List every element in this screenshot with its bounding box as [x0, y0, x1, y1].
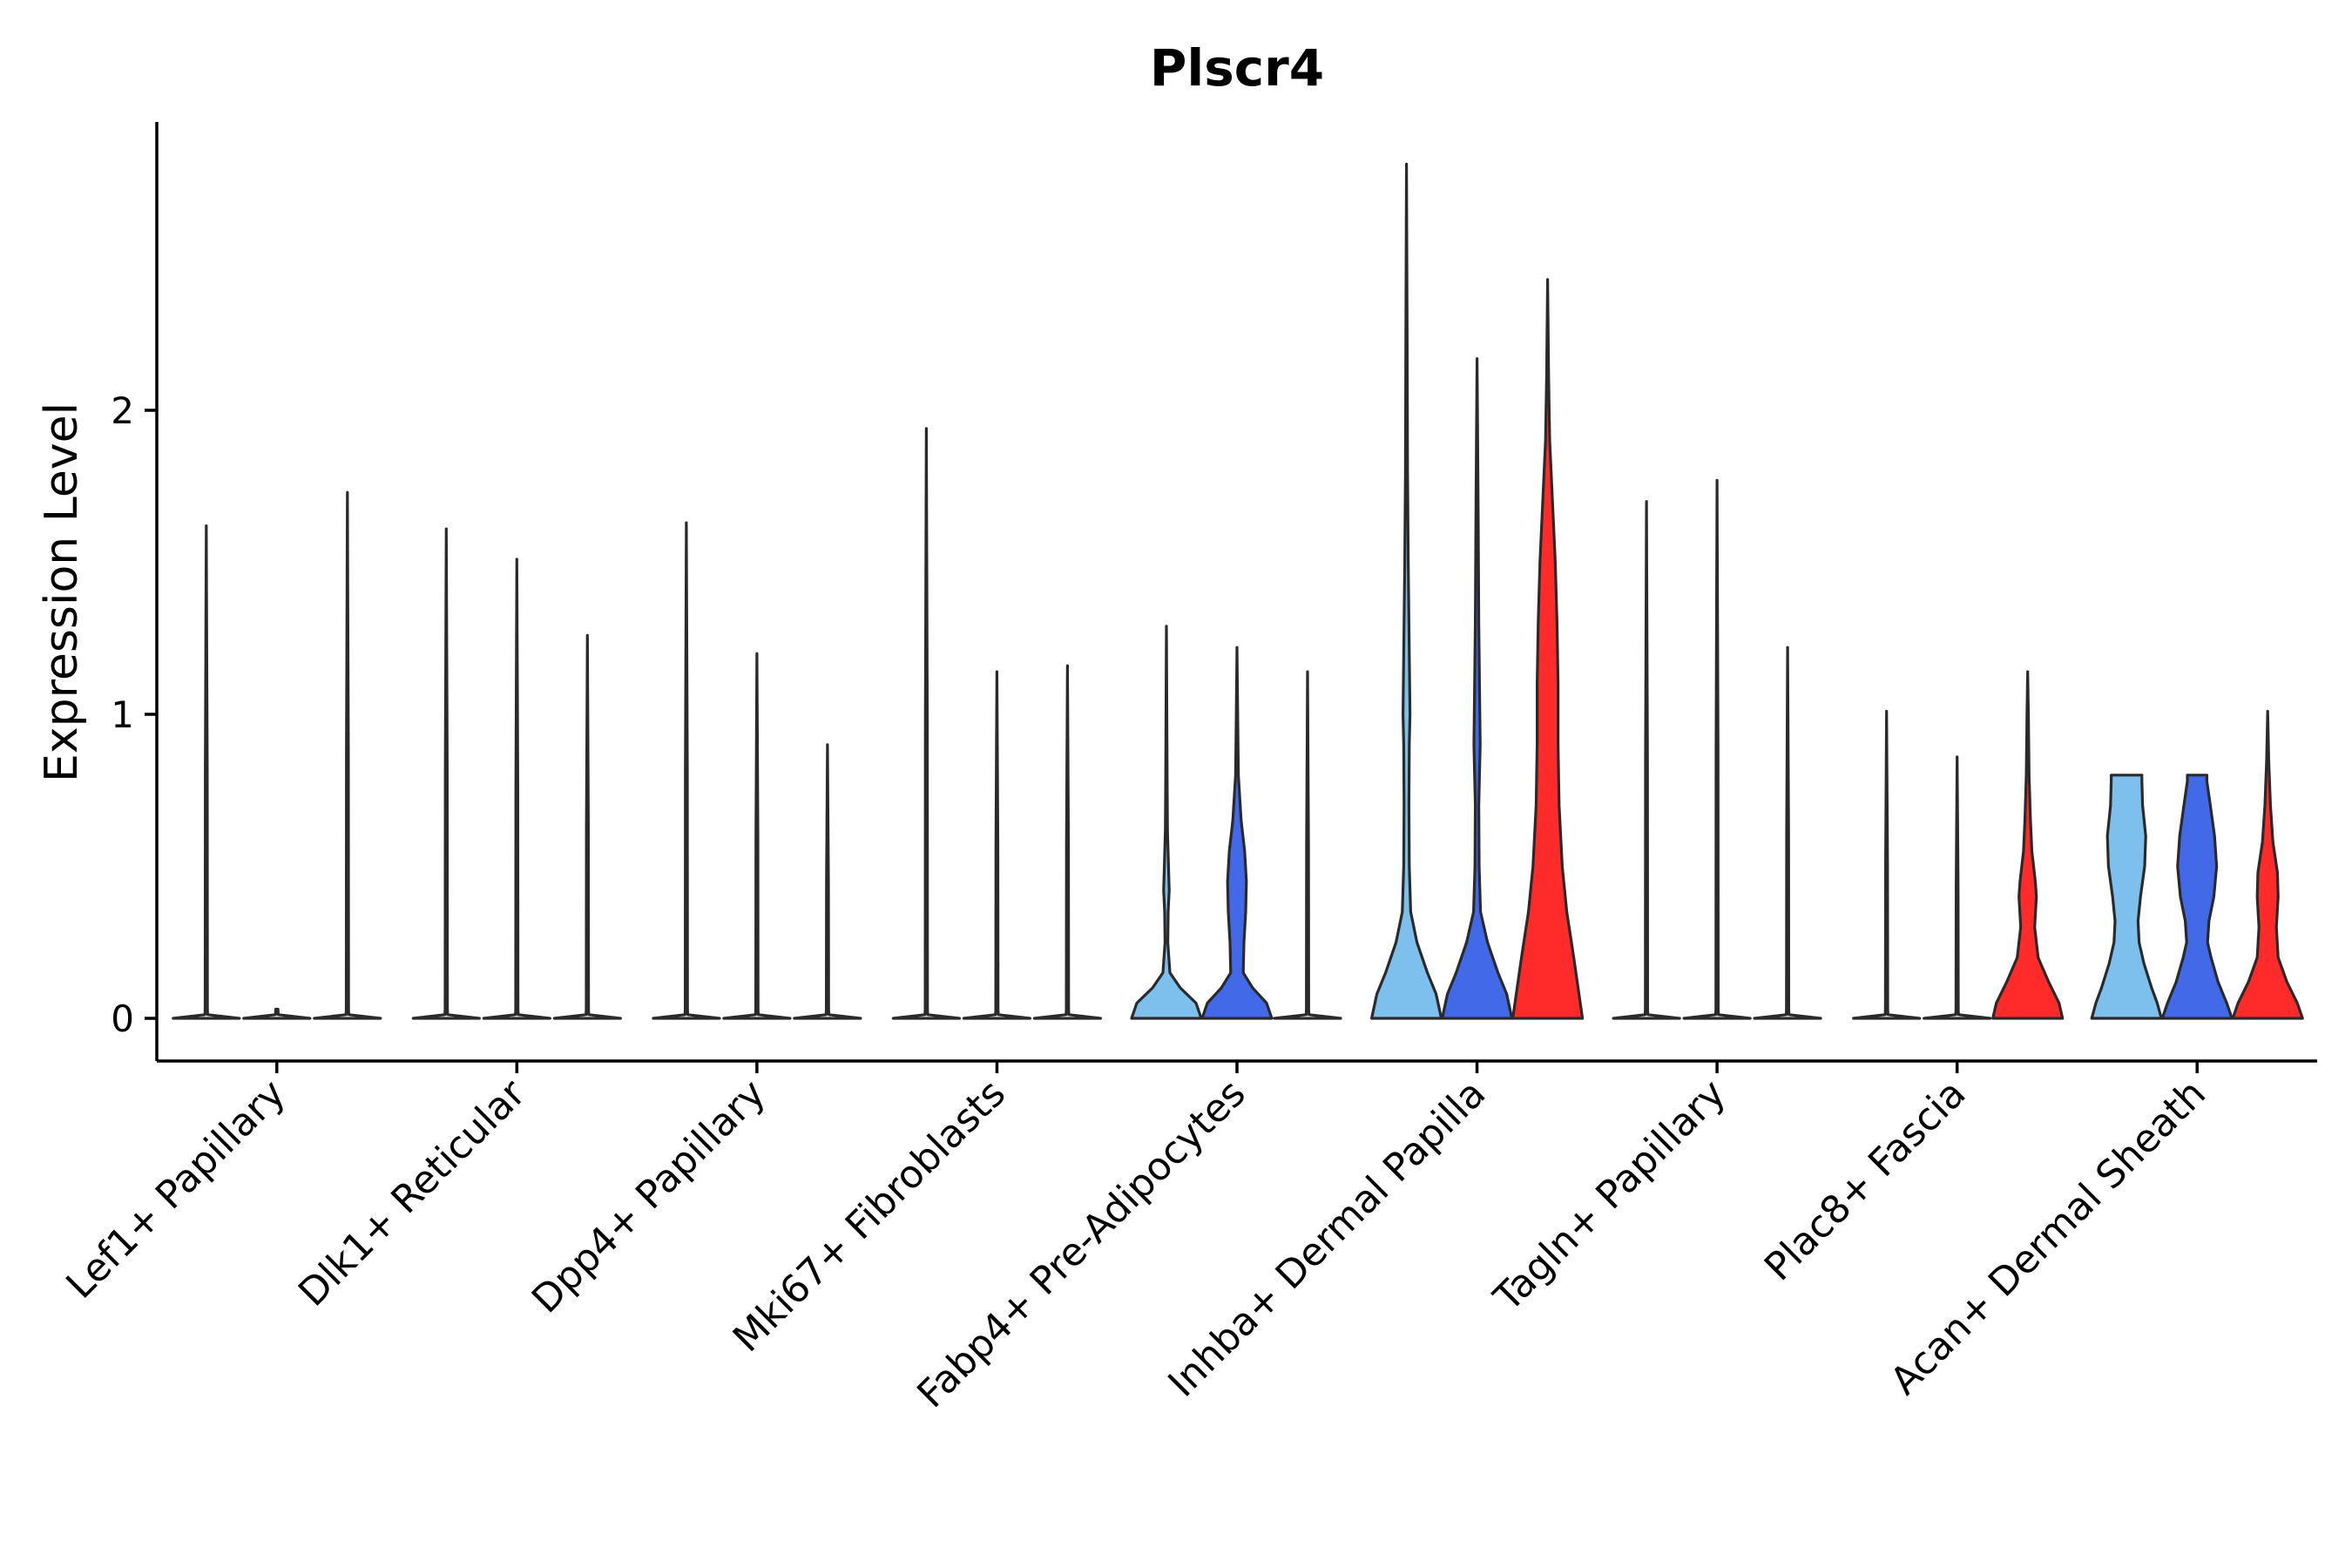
- violin-acan-dermal-sheath-group-1: [2090, 774, 2163, 1020]
- x-tick-label: Mki67+ Fibroblasts: [725, 1071, 1014, 1361]
- violin-dlk1-reticular-group-2: [482, 558, 551, 1020]
- violin-lef1-papillary-group-1: [172, 524, 241, 1020]
- violin-fabp4-pre-adipocytes-group-3: [1273, 670, 1342, 1020]
- violin-plac8-fascia-group-1: [1852, 709, 1922, 1020]
- x-tick-label: Tagln+ Papillary: [1485, 1071, 1734, 1321]
- y-tick-label: 1: [111, 693, 134, 736]
- violin-dpp4-papillary-group-1: [652, 521, 721, 1020]
- violin-lef1-papillary-group-3: [313, 490, 382, 1020]
- violin-tagln-papillary-group-3: [1753, 645, 1822, 1020]
- x-tick-label: Dpp4+ Papillary: [524, 1071, 774, 1322]
- violin-tagln-papillary-group-1: [1612, 500, 1681, 1020]
- violin-tagln-papillary-group-2: [1682, 478, 1752, 1020]
- violin-fabp4-pre-adipocytes-group-1: [1130, 625, 1203, 1020]
- violin-inhba-dermal-papilla-group-1: [1370, 162, 1443, 1020]
- violin-mki67-fibroblasts-group-2: [962, 670, 1031, 1020]
- violin-dpp4-papillary-group-3: [793, 743, 862, 1020]
- violin-dlk1-reticular-group-1: [411, 527, 481, 1020]
- violin-dpp4-papillary-group-2: [722, 652, 792, 1020]
- x-tick-label: Lef1+ Papillary: [57, 1071, 294, 1308]
- violin-plac8-fascia-group-3: [1991, 670, 2065, 1020]
- chart-title: Plscr4: [1150, 38, 1324, 98]
- violin-mki67-fibroblasts-group-1: [891, 427, 961, 1020]
- violin-dlk1-reticular-group-3: [552, 633, 622, 1020]
- violin-inhba-dermal-papilla-group-2: [1441, 357, 1514, 1020]
- violin-plac8-fascia-group-2: [1923, 755, 1992, 1020]
- violin-mki67-fibroblasts-group-3: [1032, 664, 1102, 1020]
- y-axis-label: Expression Level: [36, 402, 88, 782]
- violins-layer: [172, 162, 2304, 1020]
- violin-acan-dermal-sheath-group-2: [2160, 774, 2234, 1020]
- y-tick-label: 0: [111, 997, 134, 1040]
- x-tick-label: Dlk1+ Reticular: [290, 1071, 535, 1315]
- x-tick-label: Plac8+ Fascia: [1756, 1071, 1975, 1290]
- violin-lef1-papillary-group-2: [242, 1007, 312, 1020]
- violin-fabp4-pre-adipocytes-group-2: [1200, 645, 1274, 1020]
- violin-acan-dermal-sheath-group-3: [2231, 709, 2304, 1020]
- y-tick-label: 2: [111, 389, 134, 432]
- violin-inhba-dermal-papilla-group-3: [1511, 278, 1585, 1020]
